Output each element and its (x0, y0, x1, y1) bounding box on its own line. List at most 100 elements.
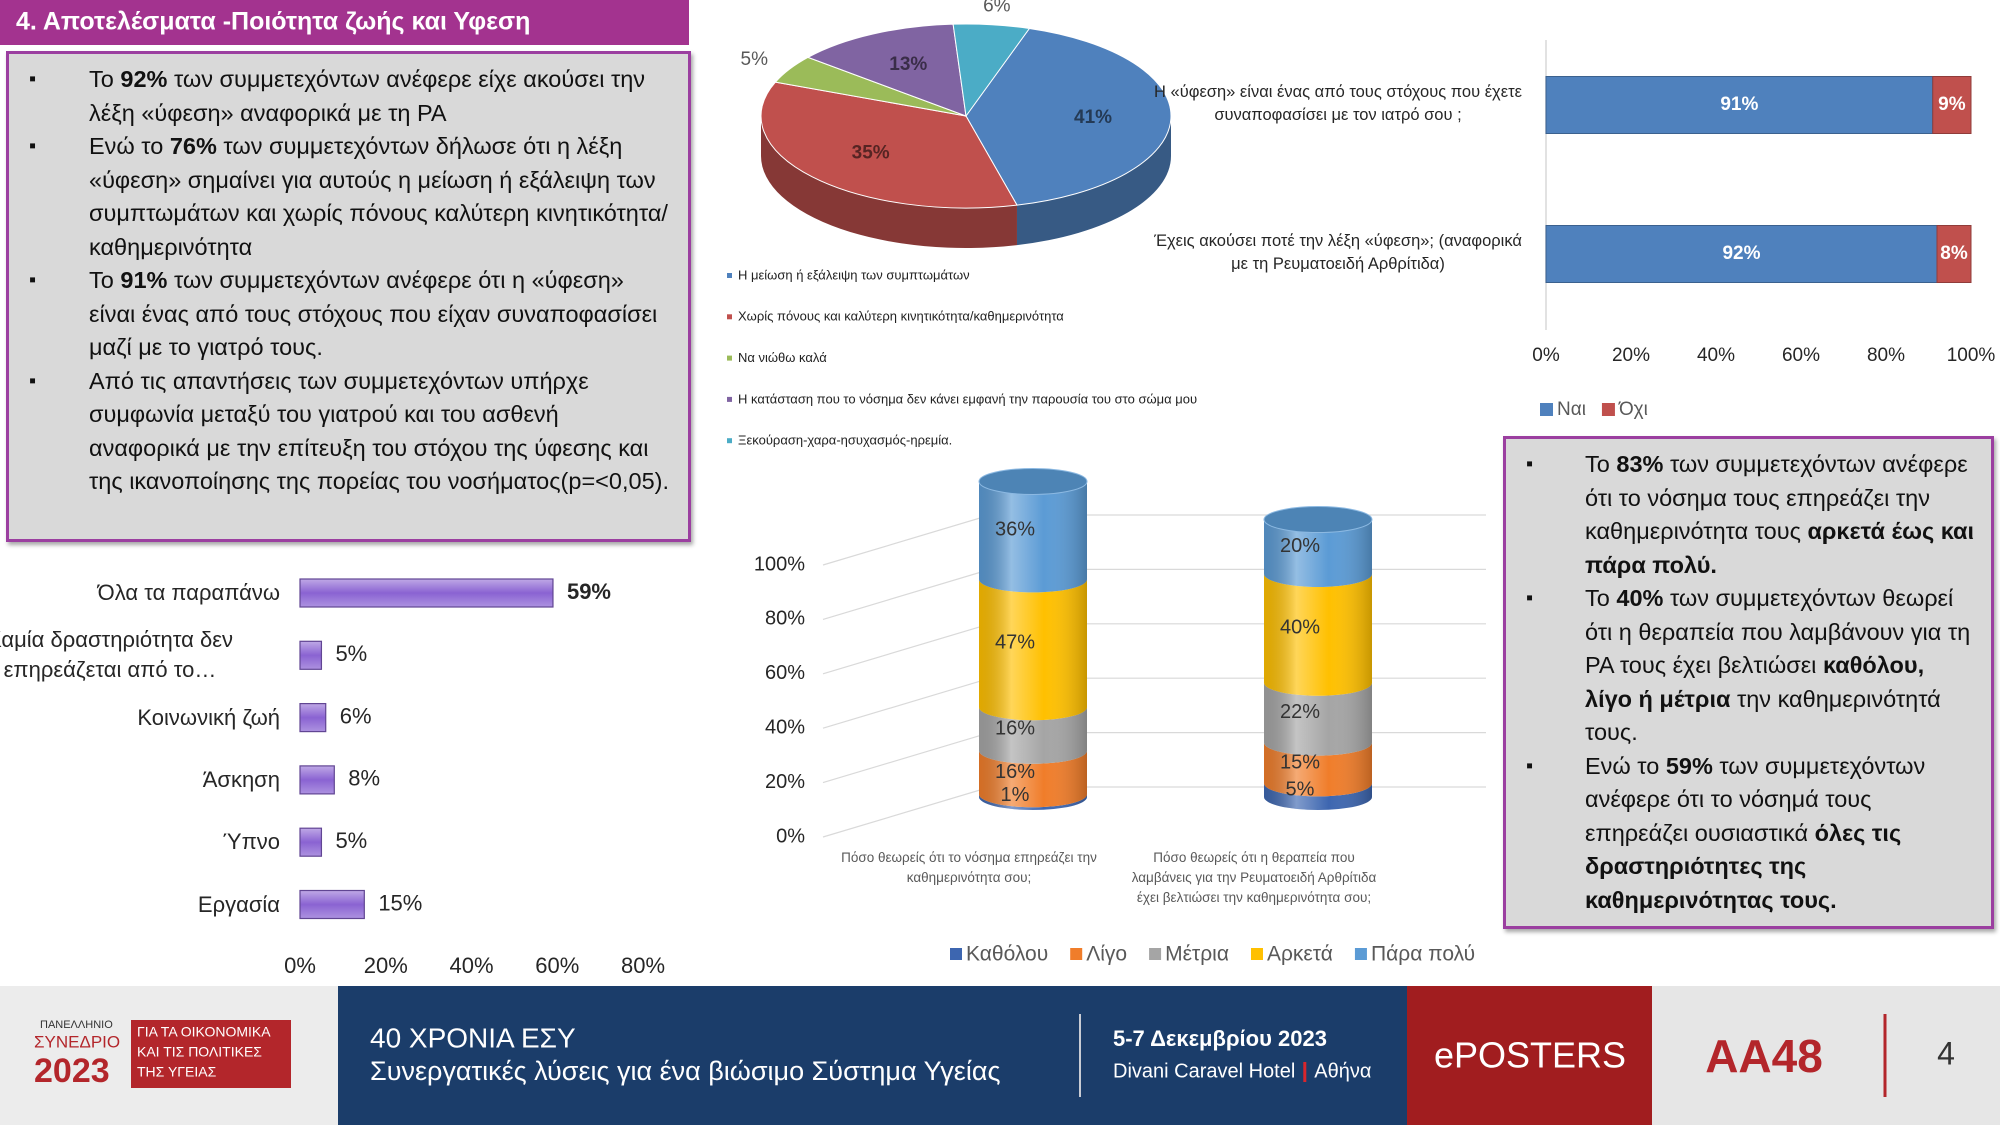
bullet-text: Το (89, 66, 121, 92)
bullet-text: των συμμετεχόντων ανέφερε ότι το νόσημά … (1585, 752, 1926, 846)
y-category-text: Εργασία (197, 891, 280, 917)
bar-segment (1936, 225, 1972, 283)
legend-marker (727, 396, 732, 402)
pie-slice-side (761, 116, 1017, 248)
bullet-text: των συμμετεχόντων θεωρεί ότι η θεραπεία … (1585, 585, 1971, 678)
bar-value-label: 5% (335, 828, 367, 853)
logo-subtitle: ΚΑΙ ΤΙΣ ΠΟΛΙΤΙΚΕΣ (137, 1044, 262, 1060)
bar-segment (1545, 225, 1938, 283)
bar-segment (1932, 76, 1972, 134)
footer-code-panel (1652, 986, 2000, 1125)
bullet-emphasis: 92% (120, 66, 168, 92)
pie-slice (965, 27, 1172, 246)
cylinder-value-label: 22% (1280, 701, 1320, 723)
legend-marker (950, 948, 962, 960)
x-tick-label: 0% (284, 953, 316, 978)
x-tick-label: 20% (1612, 345, 1650, 366)
logo-subtitle: ΓΙΑ ΤΑ ΟΙΚΟΝΟΜΙΚΑ (137, 1024, 271, 1040)
legend-marker (1601, 403, 1615, 416)
cylinder-shading (979, 481, 1087, 810)
footer-subtitle: Συνεργατικές λύσεις για ένα βιώσιμο Σύστ… (370, 1056, 1000, 1086)
legend-marker (1540, 403, 1553, 416)
cylinder-value-label: 15% (1280, 751, 1320, 773)
title-bar (0, 0, 689, 45)
legend-marker (1070, 948, 1083, 960)
bar (299, 889, 365, 920)
bar-value-label: 5% (335, 641, 367, 666)
cylinder-value-label: 16% (995, 717, 1035, 739)
x-tick-label: 60% (1782, 345, 1820, 366)
footer-page: 4 (1937, 1035, 1955, 1071)
y-category-label: Άσκηση (0, 749, 280, 811)
cylinder-value-label: 47% (995, 632, 1035, 654)
y-tick-label: 80% (765, 608, 805, 630)
logo-line: ΣΥΝΕΔΡΙΟ (34, 1032, 120, 1051)
bullet-text: των συμμετεχόντων ανέφερε είχε ακούσει τ… (89, 66, 646, 126)
logo-line: ΠΑΝΕΛΛΗΝΙΟ (40, 1019, 113, 1031)
cylinder-value-label: 16% (995, 761, 1035, 783)
bar-value-label: 91% (1720, 94, 1758, 115)
x-tick-label: 20% (364, 953, 408, 978)
y-category-label: Ύπνο (0, 811, 280, 873)
cylinder-value-label: 36% (995, 519, 1035, 541)
bullet-emphasis: όλες τις δραστηριότητες της καθημερινότη… (1585, 819, 1902, 913)
bar (299, 640, 323, 670)
right-text-box: Το 83% των συμμετεχόντων ανέφερε ότι το … (1503, 436, 1994, 929)
x-tick-label: 40% (1697, 345, 1735, 366)
logo-subtitle: ΤΗΣ ΥΓΕΙΑΣ (137, 1064, 217, 1080)
pie-slice-top (965, 27, 1172, 206)
bar-value-label: 15% (378, 890, 422, 915)
legend-label: Όχι (1618, 399, 1648, 420)
pie-value-label: 6% (983, 0, 1011, 16)
y-category-text: Ύπνο (222, 829, 280, 855)
x-tick-label: 80% (1867, 345, 1905, 366)
bullet-emphasis: 59% (1665, 752, 1713, 779)
pie-value-label: 41% (1074, 107, 1112, 128)
y-category-text: Κοινωνική ζωή (137, 704, 280, 730)
left-text-box: Το 92% των συμμετεχόντων ανέφερε είχε ακ… (6, 51, 691, 542)
bullet-text: Το (89, 267, 121, 293)
bullet-emphasis: 40% (1616, 585, 1664, 611)
bar-value-label: 92% (1722, 243, 1760, 264)
footer-venue: Divani Caravel Hotel (1113, 1060, 1295, 1082)
legend-label: Χωρίς πόνους και καλύτερη κινητικότητα/κ… (738, 309, 1064, 324)
section-title: 4. Αποτελέσματα -Ποιότητα ζωής και Υφεση (16, 8, 530, 36)
bar-value-label: 9% (1938, 94, 1966, 115)
y-category-label: Καμία δραστηριότητα δεν επηρεάζεται από … (0, 624, 280, 686)
x-tick-label: 100% (1947, 345, 1996, 366)
bar-value-label: 8% (348, 766, 380, 791)
bar (299, 827, 323, 857)
y-tick-label: 20% (765, 771, 805, 793)
grid-line (822, 568, 1486, 620)
footer-separator (1303, 1062, 1307, 1082)
bullet-text: των συμμετεχόντων ανέφερε ότι το νόσημα … (1585, 451, 1968, 544)
legend-label: Πάρα πολύ (1371, 943, 1475, 966)
bar (299, 578, 554, 608)
bullet-emphasis: 76% (169, 133, 217, 159)
y-category-text: Καμία δραστηριότητα δεν επηρεάζεται από … (0, 627, 234, 683)
bullet-emphasis: 91% (120, 267, 168, 293)
pie-slice (760, 81, 1018, 248)
y-category-label: Κοινωνική ζωή (0, 687, 280, 749)
bullet-emphasis: 83% (1616, 451, 1664, 477)
cylinder-shading (1264, 519, 1372, 810)
bullet-text: Το (1585, 585, 1617, 611)
bullet-text: Από τις απαντήσεις των συμμετεχόντων υπή… (89, 367, 669, 495)
bullet-emphasis: αρκετά έως και πάρα πολύ. (1585, 518, 1974, 578)
grid-line (822, 514, 1486, 566)
bullet-item: Ενώ το 76% των συμμετεχόντων δήλωσε ότι … (9, 130, 688, 264)
cylinder-value-label: 20% (1280, 535, 1320, 557)
footer-main-panel (338, 986, 1407, 1125)
pie-value-label: 35% (852, 143, 890, 164)
grid-line (822, 677, 1486, 729)
y-tick-label: 40% (765, 716, 805, 738)
x-tick-label: 40% (449, 953, 493, 978)
pie-slice-top (760, 81, 1018, 209)
legend-label: Η κατάσταση που το νόσημα δεν κάνει εμφα… (738, 391, 1197, 406)
pie-slice-side (1016, 116, 1171, 246)
bullet-text: Ενώ το (89, 133, 170, 159)
logo-year: 2023 (34, 1052, 110, 1090)
legend-label: Λίγο (1086, 943, 1127, 966)
